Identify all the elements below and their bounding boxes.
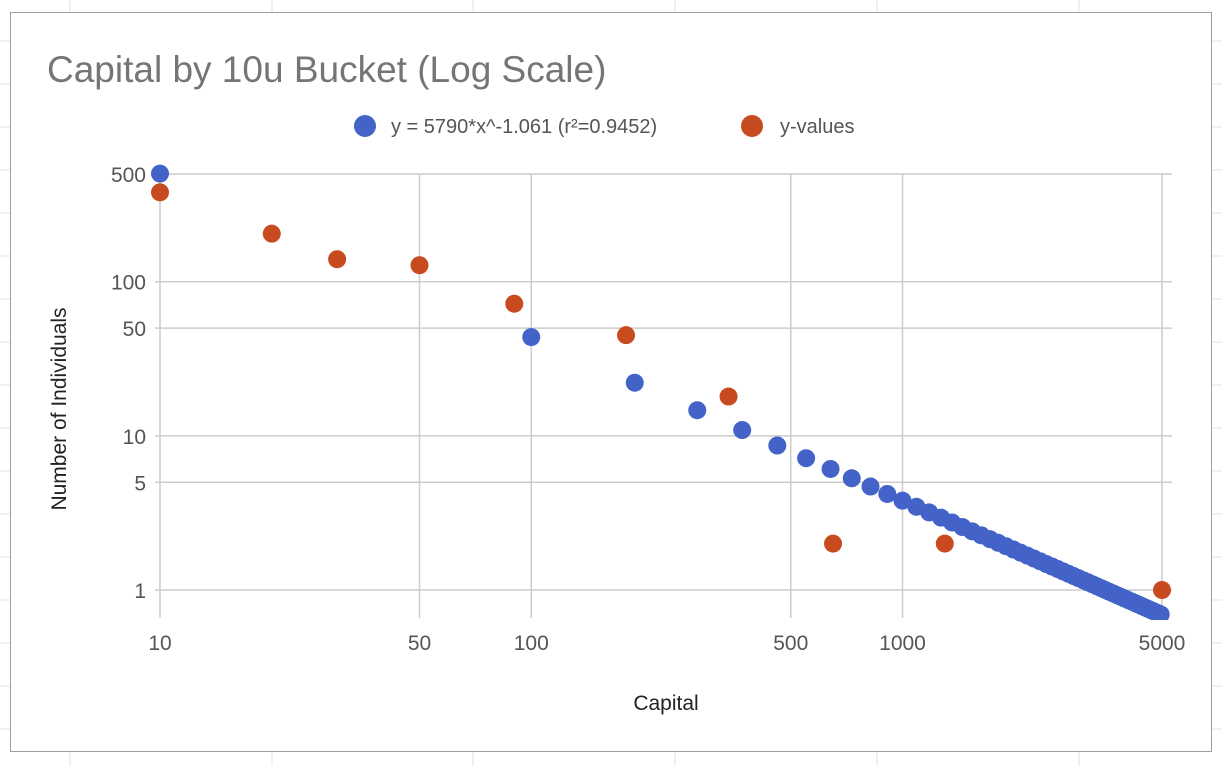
data-point[interactable] [935, 534, 954, 553]
y-tick-label: 500 [111, 164, 146, 187]
chart-title: Capital by 10u Bucket (Log Scale) [47, 49, 606, 90]
data-point[interactable] [505, 294, 524, 313]
data-point[interactable] [824, 534, 843, 553]
trendline-point[interactable] [522, 328, 541, 347]
data-point[interactable] [719, 387, 738, 406]
trendline-point[interactable] [625, 373, 644, 392]
trendline-point[interactable] [821, 459, 840, 478]
data-point[interactable] [262, 224, 281, 243]
legend-label-trendline: y = 5790*x^-1.061 (r²=0.9452) [391, 116, 657, 138]
y-axis-title: Number of Individuals [48, 307, 71, 510]
legend: y = 5790*x^-1.061 (r²=0.9452) y-values [354, 115, 854, 138]
trendline-point[interactable] [733, 421, 752, 440]
y-tick-label: 5 [134, 472, 146, 495]
trendline-point[interactable] [768, 436, 787, 455]
gridlines [155, 173, 1172, 618]
trendline-point[interactable] [893, 491, 912, 510]
axis-ticks: 1 5 10 50 100 500 10 50 100 500 1000 5000 [111, 164, 1185, 655]
trendline-point[interactable] [861, 477, 880, 496]
trendline-point[interactable] [1151, 605, 1170, 623]
x-tick-label: 50 [408, 632, 431, 655]
data-point[interactable] [151, 183, 169, 202]
plot-area [151, 164, 1171, 623]
legend-label-y-values: y-values [780, 116, 854, 138]
trendline-point[interactable] [842, 469, 861, 488]
y-tick-label: 50 [123, 318, 146, 341]
data-point[interactable] [617, 326, 636, 345]
trendline-point[interactable] [688, 401, 707, 420]
y-tick-label: 1 [134, 580, 146, 603]
x-tick-label: 100 [514, 632, 549, 655]
trendline-point[interactable] [151, 164, 169, 183]
y-tick-label: 10 [123, 426, 146, 449]
x-tick-label: 10 [148, 632, 171, 655]
trendline-point[interactable] [878, 484, 897, 503]
x-axis-title: Capital [633, 692, 698, 715]
data-point[interactable] [328, 250, 347, 269]
legend-marker-trendline [354, 115, 376, 137]
x-tick-label: 500 [773, 632, 808, 655]
x-tick-label: 5000 [1139, 632, 1186, 655]
legend-marker-y-values [741, 115, 763, 137]
trendline-point[interactable] [797, 449, 816, 468]
chart-frame[interactable] [10, 12, 1212, 752]
y-tick-label: 100 [111, 272, 146, 295]
x-tick-label: 1000 [879, 632, 926, 655]
data-point[interactable] [1153, 581, 1171, 599]
data-point[interactable] [410, 256, 429, 275]
